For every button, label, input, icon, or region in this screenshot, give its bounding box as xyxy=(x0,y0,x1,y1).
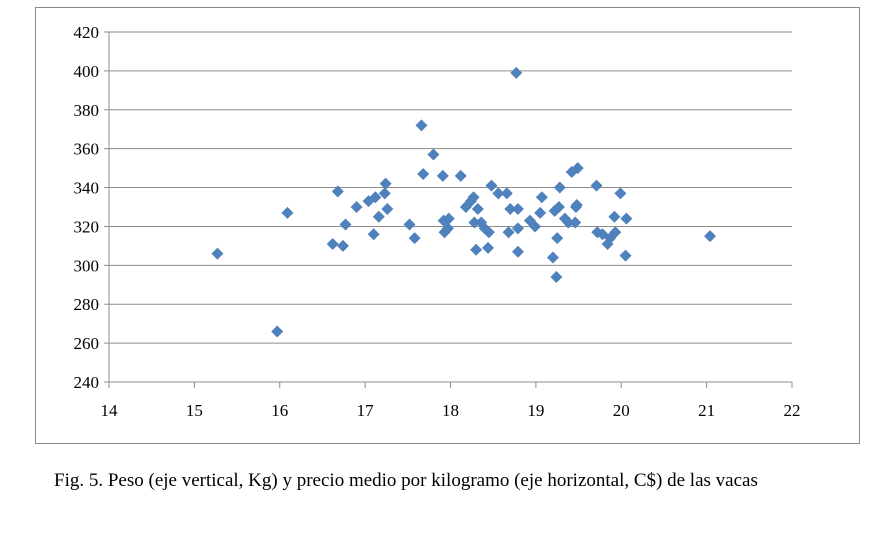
y-tick-label-260: 260 xyxy=(74,334,100,353)
data-point-71 xyxy=(619,249,632,262)
data-point-47 xyxy=(529,220,542,233)
data-point-3 xyxy=(281,206,294,219)
figure-caption: Fig. 5. Peso (eje vertical, Kg) y precio… xyxy=(54,470,758,491)
data-point-2 xyxy=(271,325,284,338)
data-point-13 xyxy=(378,187,391,200)
data-point-37 xyxy=(485,179,498,192)
y-tick-label-240: 240 xyxy=(74,373,100,392)
data-point-68 xyxy=(608,210,621,223)
data-point-24 xyxy=(441,222,454,235)
data-point-69 xyxy=(609,226,622,239)
x-tick-label-18: 18 xyxy=(442,401,459,420)
data-point-72 xyxy=(620,212,633,225)
x-tick-label-15: 15 xyxy=(186,401,203,420)
data-point-73 xyxy=(704,230,717,243)
data-point-44 xyxy=(511,222,524,235)
scatter-chart: 240 260 280 300 320 340 360 380 400 420 14 15 16 17 18… xyxy=(74,23,801,420)
data-point-17 xyxy=(408,232,421,245)
data-point-26 xyxy=(454,169,467,182)
data-point-36 xyxy=(482,226,495,239)
data-point-59 xyxy=(569,216,582,229)
data-point-42 xyxy=(510,66,523,79)
data-point-10 xyxy=(367,228,380,241)
y-tick-label-320: 320 xyxy=(74,217,100,236)
data-point-8 xyxy=(350,201,363,213)
data-point-31 xyxy=(470,243,483,256)
x-tick-label-21: 21 xyxy=(698,401,715,420)
data-point-25 xyxy=(442,212,455,225)
data-point-45 xyxy=(511,202,524,215)
data-point-54 xyxy=(552,201,565,213)
data-point-40 xyxy=(502,226,515,239)
data-point-48 xyxy=(534,206,547,219)
data-point-19 xyxy=(417,167,430,180)
data-point-4 xyxy=(326,237,339,250)
data-point-50 xyxy=(546,251,559,264)
data-point-5 xyxy=(331,185,344,198)
data-point-7 xyxy=(339,218,352,231)
data-point-18 xyxy=(415,119,428,132)
data-point-39 xyxy=(500,187,513,200)
x-tick-label-14: 14 xyxy=(101,401,119,420)
data-point-38 xyxy=(492,187,505,200)
y-tick-label-280: 280 xyxy=(74,295,100,314)
data-point-70 xyxy=(614,187,627,200)
x-tick-label-20: 20 xyxy=(613,401,630,420)
y-tick-label-300: 300 xyxy=(74,256,100,275)
data-point-41 xyxy=(504,202,517,215)
data-point-62 xyxy=(571,162,584,175)
data-point-63 xyxy=(590,179,603,192)
data-point-35 xyxy=(482,241,495,254)
x-tick-label-17: 17 xyxy=(357,401,375,420)
data-point-1 xyxy=(211,247,224,260)
data-point-15 xyxy=(381,202,394,215)
data-point-29 xyxy=(467,191,480,204)
x-tick-label-19: 19 xyxy=(527,401,544,420)
data-point-43 xyxy=(511,245,524,258)
data-point-61 xyxy=(570,199,583,212)
data-point-21 xyxy=(436,169,449,182)
y-tick-label-340: 340 xyxy=(74,179,100,198)
chart-frame: 240 260 280 300 320 340 360 380 400 420 14 15 16 17 18… xyxy=(35,7,860,444)
data-point-55 xyxy=(553,181,566,194)
x-tick-label-22: 22 xyxy=(784,401,801,420)
data-point-53 xyxy=(551,232,564,245)
data-point-14 xyxy=(379,177,392,190)
data-point-49 xyxy=(535,191,548,204)
data-point-32 xyxy=(471,202,484,215)
y-tick-label-420: 420 xyxy=(74,23,100,42)
y-tick-label-360: 360 xyxy=(74,140,100,159)
data-point-6 xyxy=(336,239,349,252)
x-tick-label-16: 16 xyxy=(271,401,288,420)
data-point-30 xyxy=(468,216,481,229)
data-point-11 xyxy=(369,191,382,204)
data-point-57 xyxy=(562,216,575,229)
data-point-20 xyxy=(427,148,440,161)
y-tick-label-380: 380 xyxy=(74,101,100,120)
y-tick-label-400: 400 xyxy=(74,62,100,81)
data-point-12 xyxy=(372,210,385,223)
data-point-16 xyxy=(403,218,416,231)
data-point-52 xyxy=(550,271,563,283)
